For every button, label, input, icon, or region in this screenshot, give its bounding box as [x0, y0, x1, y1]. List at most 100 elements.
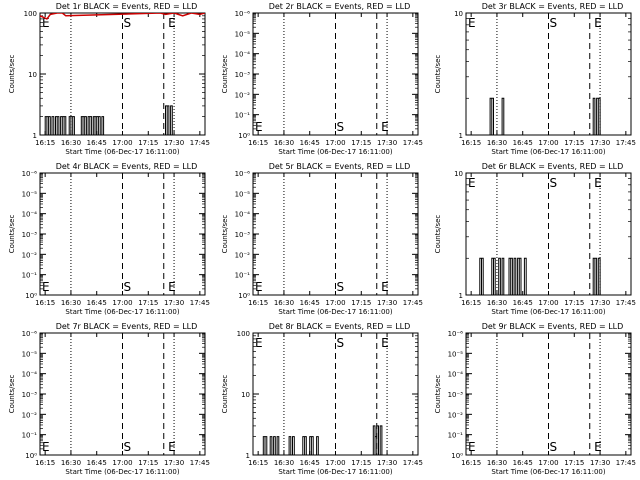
- x-tick-label: 16:30: [487, 139, 507, 147]
- y-tick-label: 100: [237, 330, 250, 338]
- y-tick-label: 10⁻¹: [448, 432, 464, 440]
- y-axis-label: Counts/sec: [434, 55, 442, 94]
- marker-label-e: E: [168, 280, 176, 294]
- x-tick-label: 16:45: [87, 459, 107, 467]
- y-tick-label: 10⁻²: [448, 411, 464, 419]
- y-tick-label: 10⁻³: [448, 391, 464, 399]
- x-tick-label: 16:45: [300, 139, 320, 147]
- marker-label-e: E: [594, 16, 602, 30]
- y-tick-label: 10⁻⁵: [235, 30, 251, 38]
- x-tick-label: 16:45: [513, 459, 533, 467]
- x-axis-label: Start Time (06-Dec-17 16:11:00): [491, 468, 605, 476]
- y-tick-label: 1: [459, 292, 463, 300]
- x-tick-label: 17:45: [403, 299, 423, 307]
- x-axis-label: Start Time (06-Dec-17 16:11:00): [65, 468, 179, 476]
- x-tick-label: 16:30: [61, 459, 81, 467]
- x-axis-label: Start Time (06-Dec-17 16:11:00): [278, 308, 392, 316]
- x-tick-label: 17:45: [190, 299, 210, 307]
- x-tick-label: 17:15: [564, 139, 584, 147]
- x-tick-label: 17:15: [351, 459, 371, 467]
- marker-label-s: S: [550, 16, 558, 30]
- x-tick-label: 16:30: [487, 459, 507, 467]
- y-tick-label: 10⁻³: [235, 71, 251, 79]
- y-axis-label: Counts/sec: [8, 215, 16, 254]
- marker-label-s: S: [337, 120, 345, 134]
- panel-2: Det 2r BLACK = Events, RED = LLD 16:15 16:…: [221, 2, 423, 156]
- y-tick-label: 10⁻⁶: [235, 10, 251, 18]
- y-tick-label: 10⁻¹: [22, 272, 38, 280]
- x-tick-label: 17:30: [590, 139, 610, 147]
- y-tick-label: 10⁻⁶: [235, 170, 251, 178]
- y-tick-label: 10⁻²: [22, 251, 38, 259]
- marker-label-e-left: E: [42, 280, 50, 294]
- y-axis-label: Counts/sec: [8, 55, 16, 94]
- y-tick-label: 10⁻¹: [235, 272, 251, 280]
- x-tick-label: 17:45: [403, 139, 423, 147]
- y-tick-label: 1: [246, 452, 250, 460]
- x-tick-label: 16:15: [248, 459, 268, 467]
- panel-title: Det 9r BLACK = Events, RED = LLD: [482, 322, 624, 331]
- marker-label-e: E: [381, 280, 389, 294]
- y-tick-label: 10⁰: [238, 132, 250, 140]
- x-tick-label: 17:00: [325, 459, 345, 467]
- x-tick-label: 17:00: [112, 299, 132, 307]
- x-axis-label: Start Time (06-Dec-17 16:11:00): [491, 148, 605, 156]
- y-tick-label: 10⁻⁴: [235, 211, 251, 219]
- y-tick-label: 10⁻²: [22, 411, 38, 419]
- x-tick-label: 17:30: [164, 299, 184, 307]
- x-tick-label: 16:45: [87, 299, 107, 307]
- y-tick-label: 10: [454, 10, 463, 18]
- x-tick-label: 16:15: [461, 459, 481, 467]
- x-tick-label: 17:15: [138, 459, 158, 467]
- x-tick-label: 17:00: [112, 459, 132, 467]
- x-tick-label: 16:15: [35, 299, 55, 307]
- y-tick-label: 10⁻²: [235, 91, 251, 99]
- x-tick-label: 16:30: [487, 299, 507, 307]
- x-tick-label: 17:00: [325, 139, 345, 147]
- events-trace: [43, 105, 173, 135]
- panel-9: Det 9r BLACK = Events, RED = LLD 16:15 16:…: [434, 322, 636, 476]
- marker-label-e: E: [168, 440, 176, 454]
- marker-label-e: E: [594, 440, 602, 454]
- marker-label-e: E: [381, 120, 389, 134]
- marker-label-e-left: E: [468, 440, 476, 454]
- panel-title: Det 3r BLACK = Events, RED = LLD: [482, 2, 624, 11]
- x-tick-label: 16:15: [248, 299, 268, 307]
- y-tick-label: 100: [24, 10, 37, 18]
- y-axis-label: Counts/sec: [8, 375, 16, 414]
- x-tick-label: 17:30: [377, 299, 397, 307]
- marker-label-e-left: E: [468, 16, 476, 30]
- x-tick-label: 16:30: [274, 459, 294, 467]
- y-tick-label: 10⁰: [451, 452, 463, 460]
- x-axis-label: Start Time (06-Dec-17 16:11:00): [491, 308, 605, 316]
- panel-title: Det 8r BLACK = Events, RED = LLD: [269, 322, 411, 331]
- panel-title: Det 2r BLACK = Events, RED = LLD: [269, 2, 411, 11]
- x-tick-label: 17:30: [377, 139, 397, 147]
- x-tick-label: 16:45: [513, 139, 533, 147]
- panel-title: Det 4r BLACK = Events, RED = LLD: [56, 162, 198, 171]
- x-tick-label: 16:15: [461, 139, 481, 147]
- y-tick-label: 10⁻⁵: [448, 350, 464, 358]
- marker-label-s: S: [550, 176, 558, 190]
- y-axis-label: Counts/sec: [221, 215, 229, 254]
- panel-title: Det 5r BLACK = Events, RED = LLD: [269, 162, 411, 171]
- events-trace: [489, 97, 601, 135]
- events-trace: [262, 425, 383, 455]
- x-tick-label: 17:15: [564, 299, 584, 307]
- y-tick-label: 10⁻⁴: [448, 371, 464, 379]
- x-tick-label: 17:45: [190, 139, 210, 147]
- x-axis-label: Start Time (06-Dec-17 16:11:00): [278, 148, 392, 156]
- x-tick-label: 17:15: [351, 139, 371, 147]
- x-tick-label: 17:15: [138, 299, 158, 307]
- panel-4: Det 4r BLACK = Events, RED = LLD 16:15 16:…: [8, 162, 210, 316]
- marker-label-e-left: E: [255, 336, 263, 350]
- panel-3: Det 3r BLACK = Events, RED = LLD 16:15 16:…: [434, 2, 636, 156]
- marker-label-e: E: [168, 16, 176, 30]
- x-tick-label: 16:45: [300, 459, 320, 467]
- marker-label-s: S: [337, 336, 345, 350]
- x-tick-label: 17:00: [538, 459, 558, 467]
- y-tick-label: 10: [454, 170, 463, 178]
- marker-label-e-left: E: [255, 280, 263, 294]
- panel-6: Det 6r BLACK = Events, RED = LLD 16:15 16:…: [434, 162, 636, 316]
